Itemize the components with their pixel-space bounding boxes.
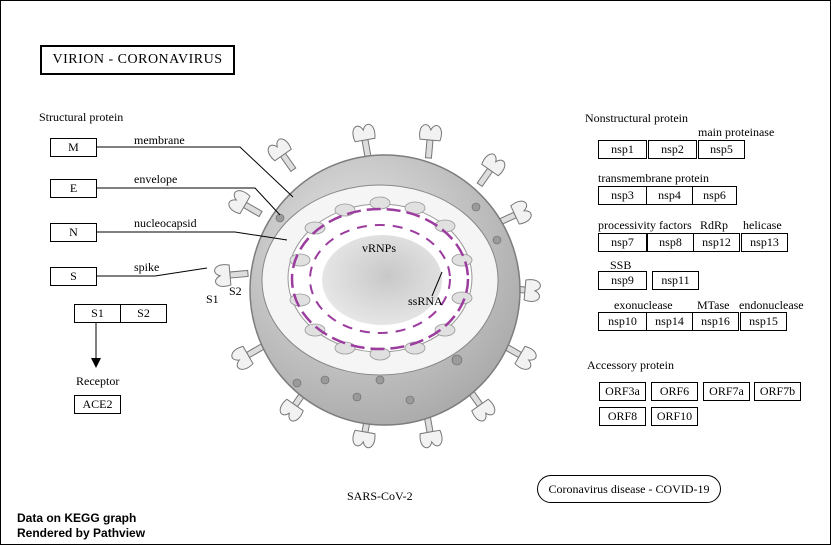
node-nsp3[interactable]: nsp3 bbox=[598, 186, 647, 205]
label-main-proteinase: main proteinase bbox=[698, 125, 775, 139]
footer-data-source: Data on KEGG graph bbox=[17, 511, 137, 525]
arrow-head bbox=[91, 358, 101, 368]
node-nsp4[interactable]: nsp4 bbox=[646, 186, 693, 205]
node-nsp16[interactable]: nsp16 bbox=[692, 312, 739, 331]
node-ace2[interactable]: ACE2 bbox=[74, 395, 121, 414]
node-orf6[interactable]: ORF6 bbox=[651, 382, 698, 401]
label-s1: S1 bbox=[206, 292, 219, 306]
page-title: VIRION - CORONAVIRUS bbox=[40, 45, 235, 75]
label-nucleocapsid: nucleocapsid bbox=[134, 216, 197, 230]
node-nsp2[interactable]: nsp2 bbox=[648, 140, 697, 159]
label-rdrp: RdRp bbox=[700, 218, 729, 232]
node-nsp6[interactable]: nsp6 bbox=[692, 186, 737, 205]
node-s1[interactable]: S1 bbox=[74, 304, 121, 323]
label-spike: spike bbox=[134, 260, 160, 274]
label-ssb: SSB bbox=[610, 258, 632, 272]
label-endonuclease: endonuclease bbox=[739, 298, 804, 312]
label-transmembrane: transmembrane protein bbox=[598, 171, 709, 185]
node-nsp12[interactable]: nsp12 bbox=[693, 233, 740, 252]
label-membrane: membrane bbox=[134, 133, 185, 147]
structural-heading: Structural protein bbox=[39, 110, 124, 124]
node-nsp5[interactable]: nsp5 bbox=[698, 140, 745, 159]
label-helicase: helicase bbox=[743, 218, 782, 232]
label-vrnps: vRNPs bbox=[362, 241, 397, 255]
node-orf7a[interactable]: ORF7a bbox=[703, 382, 750, 401]
accessory-heading: Accessory protein bbox=[587, 358, 674, 372]
node-nsp7[interactable]: nsp7 bbox=[598, 233, 647, 252]
node-orf10[interactable]: ORF10 bbox=[651, 407, 698, 426]
node-s2[interactable]: S2 bbox=[120, 304, 167, 323]
label-exonuclease: exonuclease bbox=[614, 298, 673, 312]
node-orf7b[interactable]: ORF7b bbox=[754, 382, 801, 401]
label-ssrna: ssRNA bbox=[408, 294, 443, 308]
node-nsp8[interactable]: nsp8 bbox=[647, 233, 694, 252]
node-nsp15[interactable]: nsp15 bbox=[740, 312, 787, 331]
disease-link[interactable]: Coronavirus disease - COVID-19 bbox=[537, 475, 721, 503]
node-n[interactable]: N bbox=[50, 223, 97, 242]
node-nsp13[interactable]: nsp13 bbox=[741, 233, 788, 252]
nonstructural-heading: Nonstructural protein bbox=[585, 111, 688, 125]
node-nsp10[interactable]: nsp10 bbox=[598, 312, 647, 331]
virion-core bbox=[322, 235, 442, 325]
virus-caption: SARS-CoV-2 bbox=[347, 489, 413, 503]
node-e[interactable]: E bbox=[50, 179, 97, 198]
label-mtase: MTase bbox=[697, 298, 730, 312]
node-orf3a[interactable]: ORF3a bbox=[599, 382, 646, 401]
node-m[interactable]: M bbox=[50, 138, 97, 157]
footer-renderer: Rendered by Pathview bbox=[17, 526, 146, 540]
node-nsp11[interactable]: nsp11 bbox=[652, 271, 699, 290]
membrane-proteins bbox=[275, 202, 502, 405]
rna-helix bbox=[290, 207, 470, 351]
node-nsp1[interactable]: nsp1 bbox=[598, 140, 647, 159]
label-processivity: processivity factors bbox=[598, 218, 692, 232]
label-envelope: envelope bbox=[134, 172, 178, 186]
node-nsp9[interactable]: nsp9 bbox=[598, 271, 647, 290]
node-nsp14[interactable]: nsp14 bbox=[646, 312, 693, 331]
label-s2: S2 bbox=[229, 284, 242, 298]
node-s[interactable]: S bbox=[50, 267, 97, 286]
node-orf8[interactable]: ORF8 bbox=[599, 407, 646, 426]
label-receptor: Receptor bbox=[76, 374, 120, 388]
leader-lines bbox=[95, 146, 443, 360]
